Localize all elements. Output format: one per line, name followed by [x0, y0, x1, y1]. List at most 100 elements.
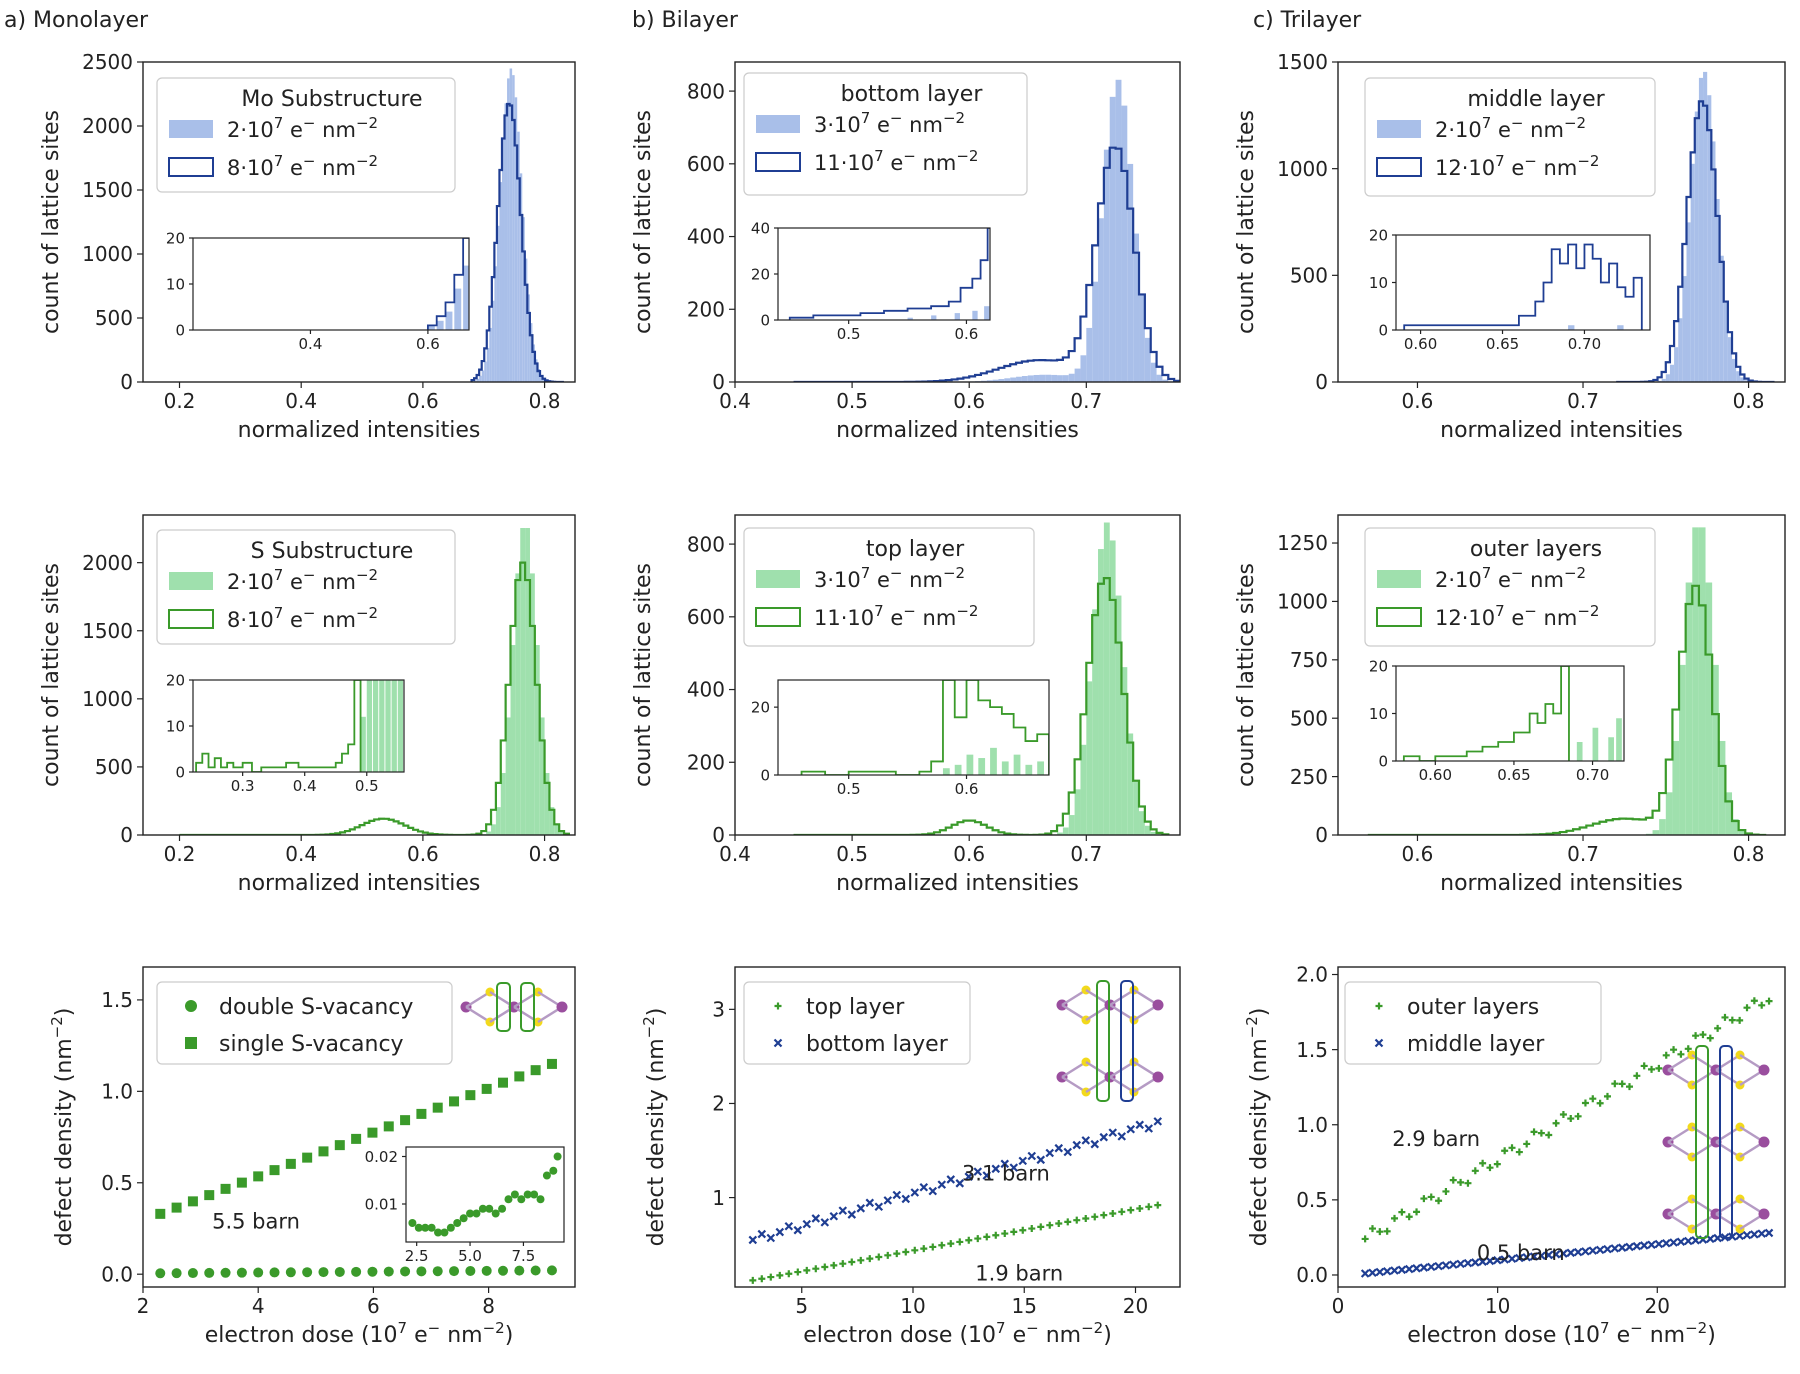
- x-tick-label: 0.60: [1419, 766, 1452, 784]
- data-point: [875, 1253, 882, 1260]
- legend-swatch-filled: [1377, 570, 1421, 588]
- legend-label: outer layers: [1407, 995, 1539, 1020]
- x-axis-label: normalized intensities: [238, 871, 481, 896]
- hist-bar-filled: [505, 103, 508, 382]
- legend-label-outline: 12·107 e− nm−2: [1435, 152, 1599, 180]
- data-point: [758, 1275, 765, 1282]
- data-point: [1486, 1164, 1493, 1171]
- data-point: [155, 1209, 165, 1219]
- y-tick-label: 1: [712, 1186, 725, 1210]
- data-point: [1677, 1051, 1684, 1058]
- inset-data-point: [472, 1210, 480, 1218]
- data-point: [1384, 1228, 1391, 1235]
- data-point: [1714, 1025, 1721, 1032]
- y-axis-label: count of lattice sites: [39, 110, 64, 334]
- data-point: [1648, 1066, 1655, 1073]
- y-tick-label: 500: [95, 755, 133, 779]
- x-tick-label: 10: [900, 1294, 925, 1318]
- y-tick-label: 3: [712, 998, 725, 1022]
- data-point: [1663, 1052, 1670, 1059]
- data-point: [1091, 1213, 1098, 1220]
- inset-data-point: [440, 1229, 448, 1237]
- data-point: [1091, 1141, 1098, 1148]
- inset-data-point: [511, 1191, 519, 1199]
- data-point: [286, 1267, 296, 1277]
- data-point: [1442, 1188, 1449, 1195]
- data-point: [947, 1176, 954, 1183]
- legend-label-outline: 11·107 e− nm−2: [814, 147, 978, 175]
- data-point: [947, 1240, 954, 1247]
- inset-data-point: [492, 1210, 500, 1218]
- data-point: [531, 1065, 541, 1075]
- data-point: [1136, 1121, 1143, 1128]
- y-tick-label: 600: [687, 605, 725, 629]
- data-point: [767, 1274, 774, 1281]
- data-point: [367, 1267, 377, 1277]
- inset-bar-filled: [385, 680, 390, 772]
- y-axis-label: defect density (nm−2): [48, 1008, 77, 1247]
- data-point: [172, 1203, 182, 1213]
- x-tick-label: 0.70: [1576, 766, 1609, 784]
- data-point: [1582, 1248, 1589, 1255]
- data-point: [893, 1250, 900, 1257]
- data-point: [785, 1270, 792, 1277]
- legend-label: bottom layer: [806, 1032, 949, 1057]
- data-point: [1100, 1212, 1107, 1219]
- x-tick-label: 8: [482, 1294, 495, 1318]
- data-point: [983, 1233, 990, 1240]
- data-point: [237, 1268, 247, 1278]
- y-tick-label: 10: [166, 275, 185, 293]
- inset-bar-filled: [454, 289, 461, 330]
- data-point: [1751, 1231, 1758, 1238]
- y-tick-label: 0: [120, 370, 133, 394]
- y-tick-label: 500: [95, 306, 133, 330]
- hist-bar-filled: [1028, 375, 1034, 382]
- data-point: [1118, 1208, 1125, 1215]
- y-axis-label: count of lattice sites: [631, 110, 656, 334]
- annotation: 1.9 barn: [975, 1261, 1063, 1285]
- data-point: [1736, 1017, 1743, 1024]
- legend-label-filled: 2·107 e− nm−2: [1435, 114, 1586, 142]
- data-point: [1369, 1269, 1376, 1276]
- x-tick-label: 0.7: [1567, 842, 1599, 866]
- inset-data-point: [543, 1172, 551, 1180]
- x-axis-label: normalized intensities: [238, 418, 481, 443]
- x-tick-label: 0.6: [1402, 842, 1434, 866]
- inset-data-point: [460, 1214, 468, 1222]
- x-tick-label: 0.2: [164, 389, 196, 413]
- data-point: [776, 1229, 783, 1236]
- data-point: [857, 1257, 864, 1264]
- data-point: [1663, 1240, 1670, 1247]
- data-point: [1575, 1113, 1582, 1120]
- data-point: [1707, 1035, 1714, 1042]
- hist-bar-filled: [1678, 318, 1682, 382]
- data-point: [253, 1171, 263, 1181]
- data-point: [1046, 1149, 1053, 1156]
- data-point: [188, 1196, 198, 1206]
- inset-bar-filled: [1002, 761, 1009, 775]
- inset-bar-filled: [446, 312, 453, 330]
- legend-swatch-filled: [756, 115, 800, 133]
- data-point: [1464, 1260, 1471, 1267]
- x-tick-label: 0: [1332, 1294, 1345, 1318]
- data-point: [531, 1265, 541, 1275]
- hist-bar-filled: [1653, 830, 1660, 835]
- inset-bar-filled: [1617, 325, 1623, 330]
- data-point: [1413, 1265, 1420, 1272]
- x-axis-label: electron dose (107 e− nm−2): [205, 1319, 514, 1348]
- inset-data-point: [408, 1219, 416, 1227]
- hist-bar-filled: [1666, 374, 1670, 382]
- data-point: [1406, 1213, 1413, 1220]
- inset-bar-filled: [392, 680, 397, 772]
- data-point: [1028, 1225, 1035, 1232]
- data-point: [1420, 1195, 1427, 1202]
- data-point: [767, 1234, 774, 1241]
- legend-swatch-filled: [1377, 120, 1421, 138]
- data-point: [433, 1266, 443, 1276]
